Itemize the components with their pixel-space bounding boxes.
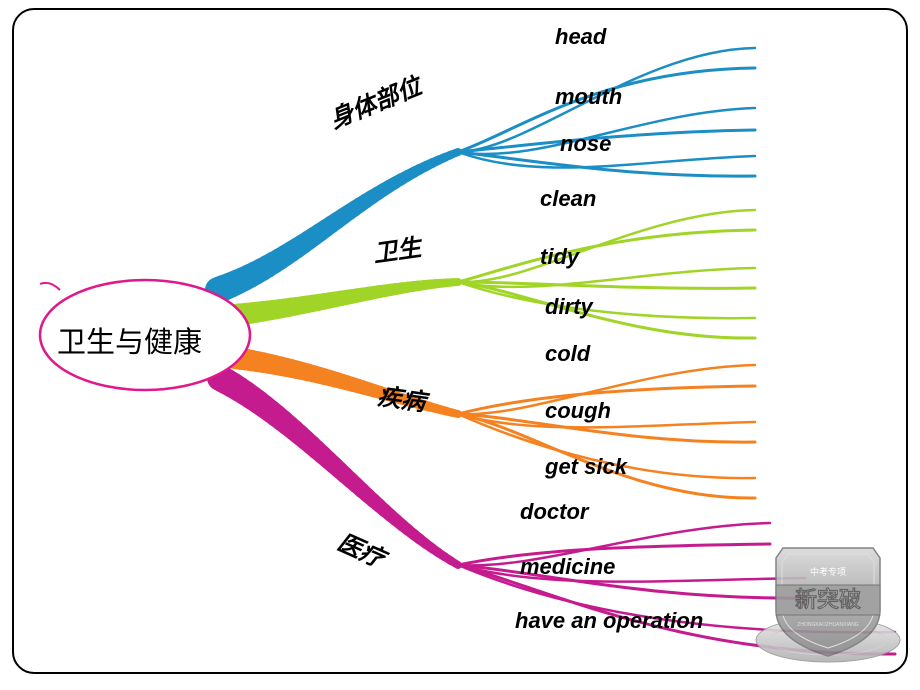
leaf-label: cough: [545, 398, 611, 424]
svg-text:ZHONGKAOZHUANXIANG: ZHONGKAOZHUANXIANG: [797, 622, 859, 628]
leaf-label: clean: [540, 186, 596, 212]
leaf-label: have an operation: [515, 608, 703, 634]
watermark-badge: 中考专项 新突破 ZHONGKAOZHUANXIANG: [748, 530, 908, 670]
leaf-label: medicine: [520, 554, 615, 580]
leaf-label: doctor: [520, 499, 588, 525]
branch-label: 疾病: [376, 376, 428, 417]
leaf-label: cold: [545, 341, 590, 367]
badge-main-text: 新突破: [795, 587, 861, 612]
badge-top-text: 中考专项: [810, 566, 846, 577]
leaf-label: get sick: [545, 454, 627, 480]
root-label: 卫生与健康: [57, 319, 202, 361]
leaf-label: nose: [560, 131, 611, 157]
leaf-label: mouth: [555, 84, 622, 110]
leaf-label: tidy: [540, 244, 579, 270]
branch-label: 卫生: [371, 227, 423, 268]
leaf-label: head: [555, 24, 606, 50]
leaf-label: dirty: [545, 294, 593, 320]
